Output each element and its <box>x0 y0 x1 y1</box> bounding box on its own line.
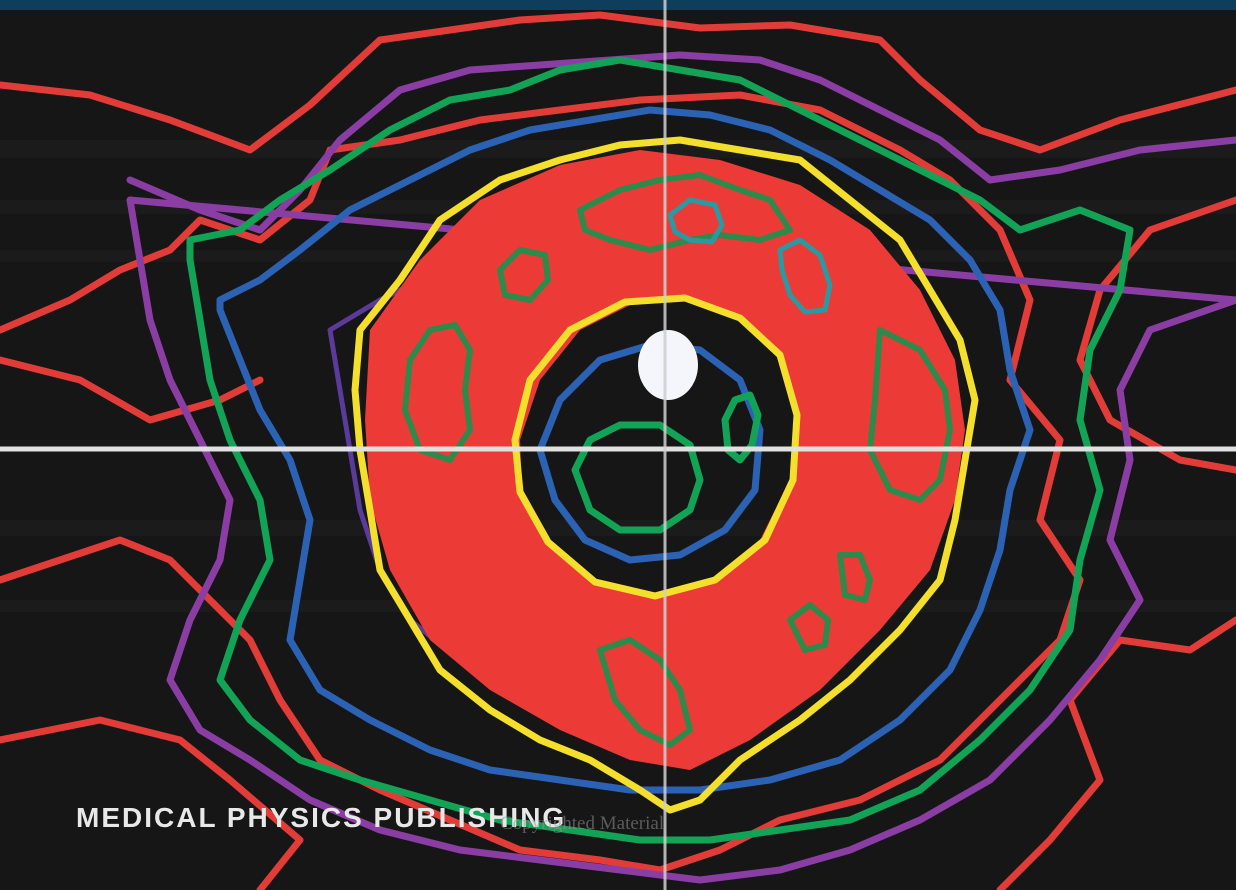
contour-red-outer-2 <box>0 91 1084 874</box>
top-band <box>0 0 1236 10</box>
contour-blue <box>216 106 1034 794</box>
contour-green <box>186 56 1134 844</box>
hotspot <box>638 330 698 400</box>
red-fill-ring <box>365 150 965 770</box>
contour-green-core-2 <box>721 391 762 464</box>
contour-yellow-outer <box>351 136 979 814</box>
publisher-label: MEDICAL PHYSICS PUBLISHING <box>76 802 567 833</box>
teal-loops <box>667 197 833 315</box>
green-islands <box>402 172 953 748</box>
contour-purple <box>126 51 1236 884</box>
contour-green-core <box>571 421 704 534</box>
contour-blue-inner <box>536 341 764 564</box>
copyright-watermark: Copyrighted Material <box>500 813 665 834</box>
